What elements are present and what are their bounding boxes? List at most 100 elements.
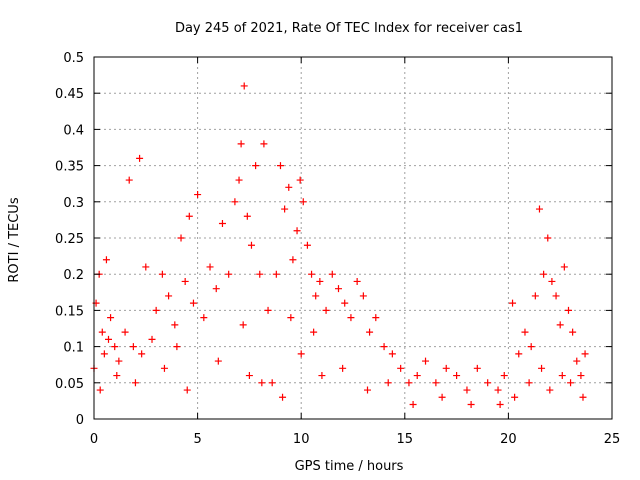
data-point [494, 386, 502, 394]
y-tick-label: 0 [76, 413, 84, 428]
data-point [322, 306, 330, 314]
data-point [558, 372, 566, 380]
chart-title: Day 245 of 2021, Rate Of TEC Index for r… [175, 21, 523, 36]
data-point [136, 154, 144, 162]
data-point [515, 350, 523, 358]
data-point [579, 393, 587, 401]
x-tick-label: 10 [293, 432, 310, 447]
data-point [285, 183, 293, 191]
data-point [347, 314, 355, 322]
data-point [353, 277, 361, 285]
data-point [102, 256, 110, 264]
data-point [276, 162, 284, 170]
data-point [316, 277, 324, 285]
y-axis-label: ROTI / TECUs [7, 197, 22, 282]
data-point [218, 220, 226, 228]
data-point [243, 212, 251, 220]
data-point [115, 357, 123, 365]
data-point [107, 314, 115, 322]
data-point [165, 292, 173, 300]
y-tick-label: 0.3 [63, 196, 84, 211]
data-point [413, 372, 421, 380]
y-tick-label: 0.4 [63, 123, 84, 138]
data-point [556, 321, 564, 329]
data-point [341, 299, 349, 307]
data-point [113, 372, 121, 380]
data-point [538, 364, 546, 372]
data-point [131, 379, 139, 387]
data-point [308, 270, 316, 278]
data-point [409, 401, 417, 409]
data-point [509, 299, 517, 307]
data-point [521, 328, 529, 336]
data-point [380, 343, 388, 351]
data-point [105, 335, 113, 343]
data-point [173, 343, 181, 351]
data-point [177, 234, 185, 242]
x-axis-label: GPS time / hours [295, 459, 404, 474]
data-point [260, 140, 268, 148]
data-point [328, 270, 336, 278]
data-point [442, 364, 450, 372]
data-point [560, 263, 568, 271]
data-point [185, 212, 193, 220]
data-point [438, 393, 446, 401]
data-point [171, 321, 179, 329]
data-point [303, 241, 311, 249]
data-points [90, 82, 589, 409]
data-point [181, 277, 189, 285]
data-point [546, 386, 554, 394]
grid-layer [94, 57, 612, 419]
data-point [264, 306, 272, 314]
x-tick-label: 5 [193, 432, 201, 447]
data-point [252, 162, 260, 170]
data-point [525, 379, 533, 387]
data-point [189, 299, 197, 307]
y-tick-label: 0.2 [63, 268, 84, 283]
data-point [372, 314, 380, 322]
data-point [535, 205, 543, 213]
data-point [473, 364, 481, 372]
data-point [183, 386, 191, 394]
data-point [581, 350, 589, 358]
data-point [299, 198, 307, 206]
data-point [96, 386, 104, 394]
data-point [200, 314, 208, 322]
data-point [388, 350, 396, 358]
data-point [564, 306, 572, 314]
data-point [138, 350, 146, 358]
data-point [544, 234, 552, 242]
y-tick-label: 0.1 [63, 341, 84, 356]
data-point [247, 241, 255, 249]
data-point [158, 270, 166, 278]
data-point [268, 379, 276, 387]
data-point [567, 379, 575, 387]
y-tick-label: 0.35 [55, 160, 84, 175]
x-tick-label: 20 [500, 432, 517, 447]
data-point [310, 328, 318, 336]
data-point [142, 263, 150, 271]
data-point [548, 277, 556, 285]
data-point [212, 285, 220, 293]
data-point [432, 379, 440, 387]
data-point [281, 205, 289, 213]
data-point [297, 350, 305, 358]
data-point [111, 343, 119, 351]
data-point [484, 379, 492, 387]
y-tick-label: 0.15 [55, 304, 84, 319]
data-point [531, 292, 539, 300]
data-point [339, 364, 347, 372]
y-tick-label: 0.25 [55, 232, 84, 247]
data-point [573, 357, 581, 365]
data-point [279, 393, 287, 401]
axis-ticks: 0 5 10 15 20 25 0 0.05 0.1 0.15 0.2 0.25 0.3 0.35 0.4 0… [55, 51, 620, 447]
y-tick-label: 0.05 [55, 377, 84, 392]
x-tick-label: 25 [604, 432, 621, 447]
data-point [422, 357, 430, 365]
data-point [293, 227, 301, 235]
data-point [569, 328, 577, 336]
data-point [214, 357, 222, 365]
data-point [364, 386, 372, 394]
